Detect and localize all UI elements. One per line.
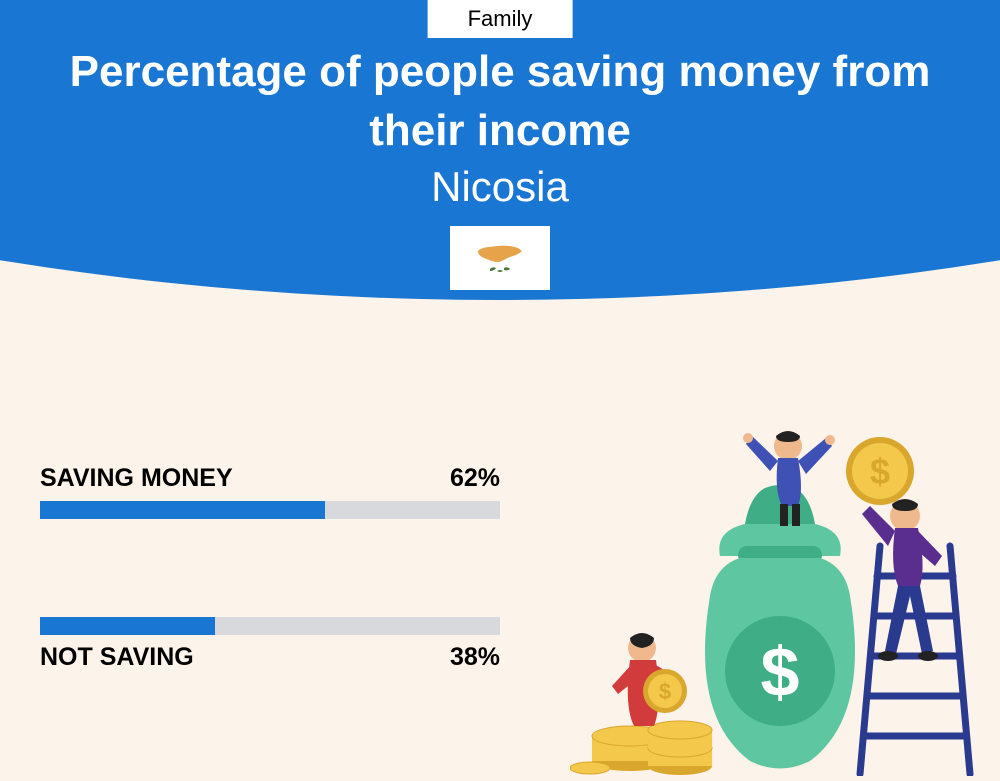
bar-fill [40,617,215,635]
coin-icon: $ [846,437,914,505]
bar-value: 62% [450,464,500,493]
flag-leaf-center-icon [497,270,503,272]
bar-value: 38% [450,643,500,672]
flag-cyprus [450,226,550,290]
bar-label: SAVING MONEY [40,464,233,493]
person-coin-icon: $ [612,633,687,726]
bar-not-saving: NOT SAVING 38% [40,617,500,672]
svg-text:$: $ [870,451,890,492]
main-title: Percentage of people saving money from t… [0,42,1000,161]
flag-leaf-right-icon [504,267,510,270]
bar-saving: SAVING MONEY 62% [40,464,500,519]
category-tag: Family [428,0,573,38]
city-name: Nicosia [0,163,1000,211]
money-bag-icon: $ [705,485,855,769]
bar-label: NOT SAVING [40,643,194,672]
title-block: Percentage of people saving money from t… [0,42,1000,211]
svg-text:$: $ [761,633,800,711]
flag-leaf-left-icon [490,267,496,271]
coin-stack-icon [570,721,712,775]
bar-fill [40,501,325,519]
bar-track [40,501,500,519]
svg-text:$: $ [659,679,671,704]
savings-illustration: $ $ [570,416,980,776]
bars-section: SAVING MONEY 62% NOT SAVING 38% [40,464,500,770]
flag-island-icon [478,246,522,262]
bar-track [40,617,500,635]
